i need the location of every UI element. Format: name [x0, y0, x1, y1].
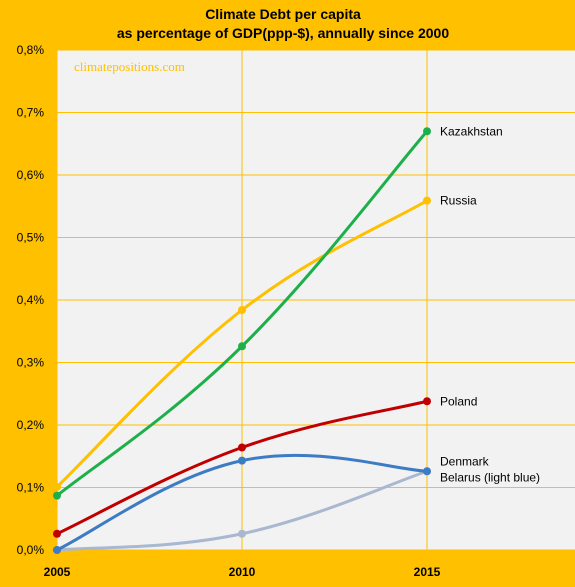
- y-tick-label: 0,0%: [17, 543, 45, 557]
- data-point: [238, 342, 246, 351]
- x-tick-label: 2005: [44, 565, 71, 579]
- chart-title-line-1: Climate Debt per capita: [205, 6, 361, 22]
- series-label: Kazakhstan: [440, 124, 503, 138]
- y-tick-label: 0,3%: [17, 356, 45, 370]
- series-label: Denmark: [440, 454, 490, 468]
- data-point: [238, 306, 246, 314]
- y-tick-label: 0,1%: [17, 481, 45, 495]
- data-point: [423, 196, 431, 205]
- data-point: [53, 529, 61, 538]
- series-labels: Kazakhstan Russia Poland Denmark Belarus (li…: [440, 124, 540, 484]
- x-tick-label: 2010: [229, 565, 256, 579]
- series-label: Russia: [440, 194, 477, 208]
- y-tick-label: 0,7%: [17, 106, 45, 120]
- data-point: [53, 546, 61, 554]
- data-point: [423, 127, 431, 136]
- series-label: Poland: [440, 394, 477, 408]
- data-point: [53, 482, 61, 491]
- series-label: Belarus (light blue): [440, 470, 540, 484]
- x-tick-label: 2015: [414, 565, 441, 579]
- chart-title-line-2: as percentage of GDP(ppp-$), annually si…: [117, 25, 449, 41]
- data-point: [238, 529, 246, 538]
- data-point: [238, 443, 246, 452]
- series-group: [53, 127, 431, 554]
- data-point: [423, 397, 431, 406]
- data-point: [238, 456, 246, 465]
- watermark: climatepositions.com: [74, 59, 185, 74]
- y-tick-label: 0,5%: [17, 231, 45, 245]
- y-tick-label: 0,8%: [17, 43, 45, 57]
- y-axis-ticks: 0,0% 0,1% 0,2% 0,3% 0,4% 0,5% 0,6% 0,7% 0,8%: [17, 43, 45, 557]
- x-axis-ticks: 2005 2010 2015: [44, 565, 441, 579]
- y-tick-label: 0,4%: [17, 293, 45, 307]
- y-tick-label: 0,2%: [17, 418, 45, 432]
- y-tick-label: 0,6%: [17, 168, 45, 182]
- data-point: [53, 491, 61, 500]
- data-point: [423, 467, 431, 476]
